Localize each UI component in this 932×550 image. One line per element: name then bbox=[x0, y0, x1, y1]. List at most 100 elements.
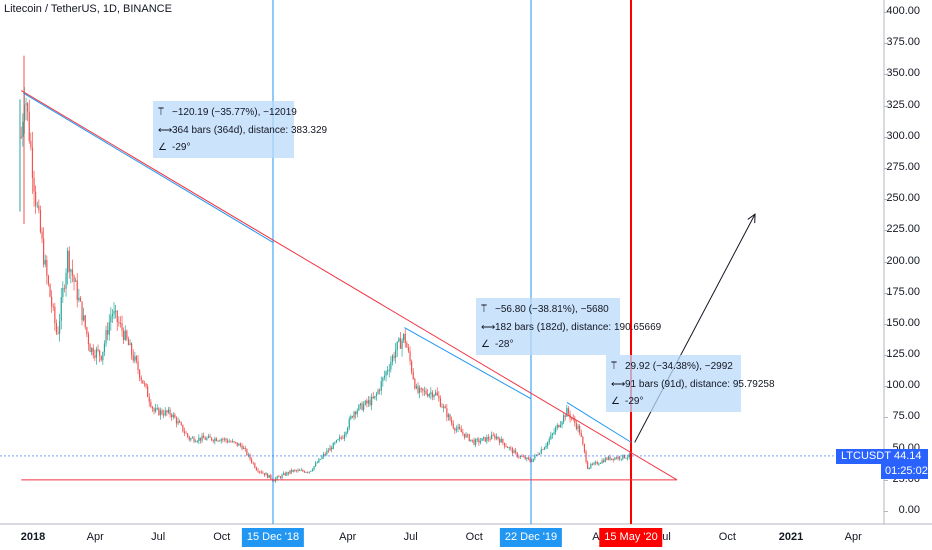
candle bbox=[615, 456, 618, 460]
candle bbox=[126, 329, 128, 341]
date-marker-2[interactable]: 22 Dec '19 bbox=[499, 528, 563, 547]
candle bbox=[143, 380, 146, 387]
candle bbox=[316, 461, 318, 464]
candle bbox=[153, 407, 155, 415]
candle bbox=[513, 449, 515, 454]
candle bbox=[179, 419, 181, 424]
candle bbox=[222, 437, 224, 443]
candle bbox=[495, 433, 498, 441]
trendline-4 bbox=[566, 402, 632, 443]
candle bbox=[20, 126, 22, 140]
candle bbox=[233, 440, 235, 444]
price-tick-mark bbox=[884, 136, 888, 138]
candle bbox=[310, 470, 312, 473]
candle bbox=[527, 456, 530, 461]
candle bbox=[118, 316, 120, 327]
candle bbox=[167, 406, 170, 414]
candle bbox=[259, 470, 261, 474]
candle bbox=[484, 437, 486, 443]
candle bbox=[614, 456, 616, 461]
candle bbox=[409, 346, 411, 366]
measure-tooltip-2[interactable]: ⟙ −56.80 (−38.81%), −5680 ⟷182 bars (182d… bbox=[476, 298, 661, 355]
candle bbox=[547, 441, 549, 449]
candle bbox=[599, 462, 602, 464]
candle bbox=[524, 454, 526, 460]
candle bbox=[335, 439, 338, 444]
candle bbox=[183, 427, 186, 436]
candle bbox=[580, 429, 582, 438]
candle bbox=[382, 376, 384, 387]
candle bbox=[150, 399, 152, 409]
candle bbox=[260, 470, 262, 475]
candle bbox=[73, 274, 75, 291]
date-marker-1[interactable]: 15 Dec '18 bbox=[241, 528, 305, 547]
candle bbox=[606, 456, 608, 461]
candle bbox=[27, 101, 29, 122]
candle bbox=[441, 403, 443, 409]
candle bbox=[337, 438, 339, 441]
candle bbox=[169, 407, 171, 418]
candle bbox=[89, 342, 91, 353]
measure-tooltip-3[interactable]: ⟙ 29.92 (−34.38%), −2992 ⟷91 bars (91d), … bbox=[606, 355, 775, 412]
candle bbox=[502, 438, 504, 445]
candle bbox=[257, 467, 259, 473]
candle bbox=[412, 368, 414, 380]
candle bbox=[78, 288, 80, 303]
candle bbox=[521, 454, 523, 457]
price-tick-mark bbox=[884, 479, 888, 481]
price-tick-label: 0.00 bbox=[898, 504, 920, 516]
candle bbox=[372, 391, 374, 399]
candle bbox=[497, 436, 499, 441]
candle bbox=[612, 458, 614, 463]
candle bbox=[577, 423, 579, 433]
candle bbox=[151, 405, 154, 412]
date-marker-3[interactable]: 15 May '20 bbox=[599, 528, 663, 547]
candle bbox=[582, 435, 584, 446]
candle bbox=[323, 452, 325, 459]
time-tick-label: Jul bbox=[403, 531, 418, 543]
candle bbox=[209, 433, 211, 438]
candle bbox=[161, 408, 163, 416]
candle bbox=[583, 443, 586, 454]
candle bbox=[327, 448, 330, 453]
candle bbox=[395, 342, 397, 364]
candle bbox=[407, 343, 410, 354]
candle bbox=[166, 409, 168, 416]
candle bbox=[54, 302, 56, 331]
candle bbox=[332, 442, 334, 450]
candle bbox=[227, 438, 229, 444]
candle bbox=[481, 438, 483, 442]
candle bbox=[420, 387, 422, 393]
candle bbox=[380, 376, 382, 396]
candle bbox=[311, 468, 314, 472]
candle bbox=[526, 457, 528, 462]
candle bbox=[625, 457, 627, 459]
measure-tooltip-1[interactable]: ⟙ −120.19 (−35.77%), −12019 ⟷364 bars (36… bbox=[153, 101, 327, 158]
candle bbox=[121, 315, 123, 337]
candle bbox=[358, 404, 360, 412]
candle bbox=[475, 438, 477, 448]
candle bbox=[115, 304, 117, 319]
candle bbox=[446, 403, 448, 422]
candle bbox=[108, 314, 110, 341]
price-tick-label: 325.00 bbox=[886, 98, 920, 111]
candle bbox=[403, 333, 405, 343]
candle bbox=[551, 432, 554, 439]
candle bbox=[41, 227, 43, 244]
candle bbox=[542, 448, 544, 451]
price-tick-label: 150.00 bbox=[886, 316, 920, 329]
candle bbox=[86, 326, 88, 338]
candle bbox=[46, 255, 48, 285]
candle bbox=[279, 475, 282, 480]
candle bbox=[364, 399, 366, 406]
candle bbox=[609, 454, 611, 461]
candle bbox=[359, 402, 362, 410]
candle bbox=[550, 431, 552, 441]
candle bbox=[430, 387, 432, 400]
candle bbox=[83, 307, 85, 322]
candle bbox=[548, 436, 550, 445]
candle bbox=[540, 446, 542, 455]
candle bbox=[500, 436, 502, 443]
